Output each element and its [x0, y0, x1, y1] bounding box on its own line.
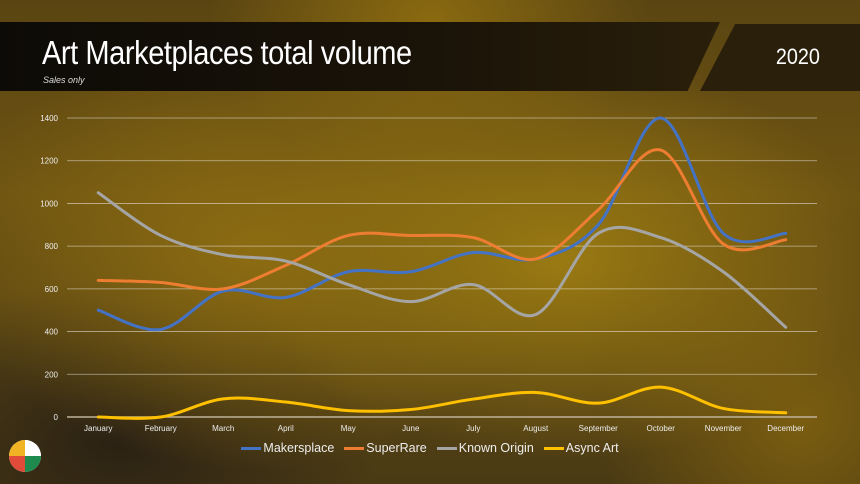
page-subtitle: Sales only	[43, 75, 85, 85]
legend-item: SuperRare	[344, 441, 427, 455]
legend-label: SuperRare	[366, 441, 427, 455]
legend-label: Known Origin	[458, 441, 534, 455]
series-line-known-origin	[96, 191, 788, 329]
y-tick-label: 600	[45, 285, 59, 294]
x-tick-label: October	[647, 424, 676, 433]
x-tick-label: August	[523, 424, 549, 433]
y-tick-label: 0	[54, 413, 59, 422]
legend-swatch	[241, 447, 262, 451]
x-tick-label: December	[767, 424, 804, 433]
year-label: 2020	[775, 44, 820, 69]
x-tick-label: November	[705, 424, 742, 433]
x-tick-label: September	[579, 424, 618, 433]
chart-legend: Makersplace SuperRare Known Origin Async Ar…	[0, 441, 860, 455]
legend-label: Makersplace	[263, 441, 335, 455]
y-tick-label: 1400	[40, 114, 58, 123]
y-tick-label: 800	[45, 242, 59, 251]
y-tick-label: 1000	[40, 199, 58, 208]
x-tick-label: April	[278, 424, 294, 433]
y-tick-label: 200	[45, 370, 59, 379]
title-banner	[0, 22, 720, 91]
series-line-makersplace	[96, 116, 788, 332]
legend-swatch	[543, 447, 564, 451]
y-tick-label: 400	[45, 328, 59, 337]
legend-swatch	[436, 447, 457, 451]
legend-swatch	[344, 447, 365, 451]
x-tick-label: February	[145, 424, 177, 433]
legend-item: Async Art	[543, 441, 619, 455]
legend-label: Async Art	[565, 441, 619, 455]
series-line-async-art	[96, 385, 788, 420]
x-tick-label: March	[212, 424, 234, 433]
legend-item: Makersplace	[241, 441, 334, 455]
x-tick-label: July	[466, 424, 480, 433]
logo-badge	[9, 440, 41, 472]
x-tick-label: January	[84, 424, 112, 433]
series-line-superrare	[96, 148, 788, 291]
x-tick-label: June	[402, 424, 420, 433]
legend-item: Known Origin	[436, 441, 534, 455]
y-tick-label: 1200	[40, 157, 58, 166]
page-title: Art Marketplaces total volume	[42, 34, 412, 71]
x-tick-label: May	[341, 424, 356, 433]
